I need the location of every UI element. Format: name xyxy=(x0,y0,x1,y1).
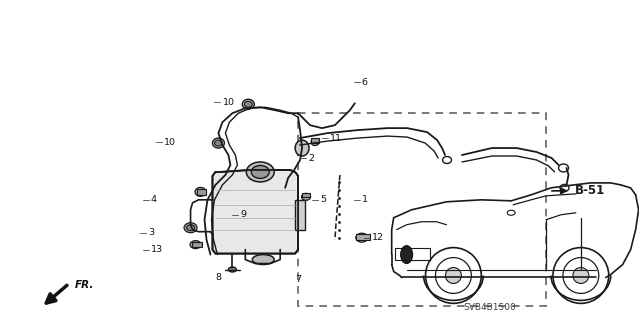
Text: 4: 4 xyxy=(151,195,157,204)
Ellipse shape xyxy=(252,166,269,178)
Bar xyxy=(196,189,207,195)
Ellipse shape xyxy=(228,267,236,272)
Ellipse shape xyxy=(190,241,201,249)
Bar xyxy=(295,200,305,230)
Bar xyxy=(395,248,429,260)
Ellipse shape xyxy=(187,225,195,231)
Ellipse shape xyxy=(311,138,319,145)
Text: 2: 2 xyxy=(308,153,314,162)
Ellipse shape xyxy=(301,193,310,200)
Text: 10: 10 xyxy=(223,98,234,107)
Text: 3: 3 xyxy=(148,228,154,237)
Polygon shape xyxy=(212,170,298,254)
Text: 8: 8 xyxy=(216,273,221,282)
Text: FR.: FR. xyxy=(75,280,95,290)
Ellipse shape xyxy=(195,187,206,196)
Ellipse shape xyxy=(246,162,274,182)
Bar xyxy=(356,234,370,240)
Text: 9: 9 xyxy=(241,210,246,219)
Text: 10: 10 xyxy=(164,137,176,146)
Ellipse shape xyxy=(401,246,413,263)
Bar xyxy=(311,138,319,143)
Text: 1: 1 xyxy=(362,195,368,204)
Ellipse shape xyxy=(244,101,252,107)
Ellipse shape xyxy=(356,233,368,242)
Ellipse shape xyxy=(295,140,309,156)
Ellipse shape xyxy=(227,203,234,210)
Text: 11: 11 xyxy=(330,134,342,143)
Ellipse shape xyxy=(184,223,197,233)
Circle shape xyxy=(573,268,589,284)
Text: 13: 13 xyxy=(151,245,163,254)
Text: 12: 12 xyxy=(372,233,384,242)
Text: B-51: B-51 xyxy=(575,184,605,197)
Ellipse shape xyxy=(212,138,225,148)
Text: SVB4B1500: SVB4B1500 xyxy=(463,303,516,312)
Text: 5: 5 xyxy=(320,195,326,204)
Ellipse shape xyxy=(252,255,274,264)
Circle shape xyxy=(445,268,461,284)
Bar xyxy=(298,114,546,306)
Text: 7: 7 xyxy=(295,275,301,284)
Ellipse shape xyxy=(214,140,223,146)
Text: 6: 6 xyxy=(362,78,368,87)
Bar xyxy=(302,193,310,197)
Bar xyxy=(191,241,202,247)
Ellipse shape xyxy=(243,99,254,109)
